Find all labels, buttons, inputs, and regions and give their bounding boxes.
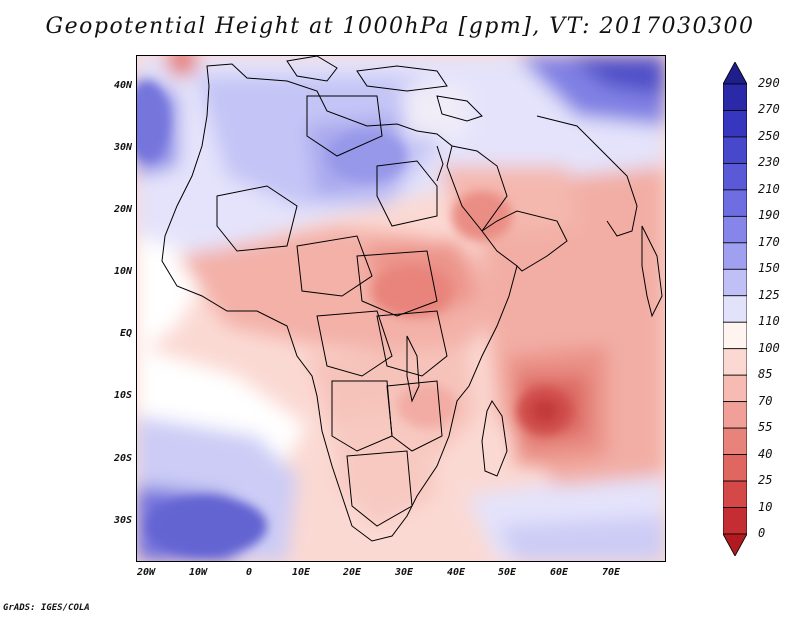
colorbar-label: 270 — [758, 102, 780, 117]
colorbar-label: 150 — [758, 261, 780, 276]
lon-tick-50e: 50E — [497, 567, 517, 578]
colorbar-label: 100 — [758, 340, 780, 355]
colorbar-swatch — [723, 189, 747, 217]
colorbar-swatch — [723, 427, 747, 455]
colorbar-label: 110 — [758, 314, 780, 329]
lon-tick-40e: 40E — [446, 567, 466, 578]
colorbar-label: 10 — [758, 499, 773, 514]
colorbar-swatch — [723, 268, 747, 297]
coastlines — [161, 56, 663, 542]
lon-tick-10e: 10E — [291, 567, 311, 578]
colorbar-label: 40 — [758, 446, 773, 461]
colorbar-bottom-arrow — [723, 533, 747, 556]
lat-tick-40n: 40N — [113, 80, 132, 91]
colorbar-swatch — [723, 454, 747, 482]
colorbar-top-arrow — [723, 62, 747, 85]
lon-tick-30e: 30E — [394, 567, 414, 578]
colorbar-swatch — [723, 136, 747, 164]
colorbar-swatch — [723, 321, 747, 350]
colorbar-label: 290 — [758, 76, 780, 90]
colorbar-swatch — [723, 215, 747, 244]
colorbar-label: 70 — [758, 393, 773, 408]
lon-tick-20w: 20W — [136, 567, 156, 578]
colorbar-swatch — [723, 348, 747, 376]
lon-tick-10w: 10W — [188, 567, 208, 578]
colorbar-label: 170 — [758, 234, 780, 249]
lon-tick-60e: 60E — [549, 567, 569, 578]
colorbar-swatch — [723, 480, 747, 508]
colorbar-label: 55 — [758, 420, 773, 435]
lat-tick-30s: 30S — [113, 515, 132, 526]
lat-tick-20n: 20N — [113, 204, 132, 215]
colorbar-label: 210 — [758, 181, 780, 196]
lon-tick-20e: 20E — [342, 567, 362, 578]
lat-tick-eq: EQ — [119, 328, 132, 339]
colorbar-swatch — [723, 401, 747, 429]
colorbar-swatch — [723, 110, 747, 138]
colorbar-label: 190 — [758, 208, 780, 223]
lat-tick-10s: 10S — [113, 390, 132, 401]
colorbar-swatch — [723, 295, 747, 323]
colorbar-label: 250 — [758, 128, 780, 143]
lat-tick-10n: 10N — [113, 266, 132, 277]
lon-tick-0: 0 — [245, 567, 253, 578]
footer-credit: GrADS: IGES/COLA — [3, 603, 90, 613]
colorbar-label: 125 — [758, 287, 780, 302]
height-field-detail — [137, 81, 573, 556]
map-canvas — [137, 56, 665, 561]
colorbar-label: 0 — [758, 526, 766, 540]
colorbar-swatch — [723, 163, 747, 191]
colorbar-label: 230 — [758, 155, 780, 170]
colorbar-label: 85 — [758, 367, 773, 382]
map-title: Geopotential Height at 1000hPa [gpm], VT… — [45, 14, 755, 39]
lat-tick-20s: 20S — [113, 453, 132, 464]
colorbar — [723, 62, 747, 556]
colorbar-label: 25 — [758, 473, 773, 488]
lon-tick-70e: 70E — [601, 567, 621, 578]
colorbar-swatch — [723, 374, 747, 403]
lat-tick-30n: 30N — [113, 142, 132, 153]
map-panel — [136, 55, 666, 562]
colorbar-swatch — [723, 83, 747, 111]
colorbar-swatch — [723, 242, 747, 270]
colorbar-swatch — [723, 507, 747, 535]
